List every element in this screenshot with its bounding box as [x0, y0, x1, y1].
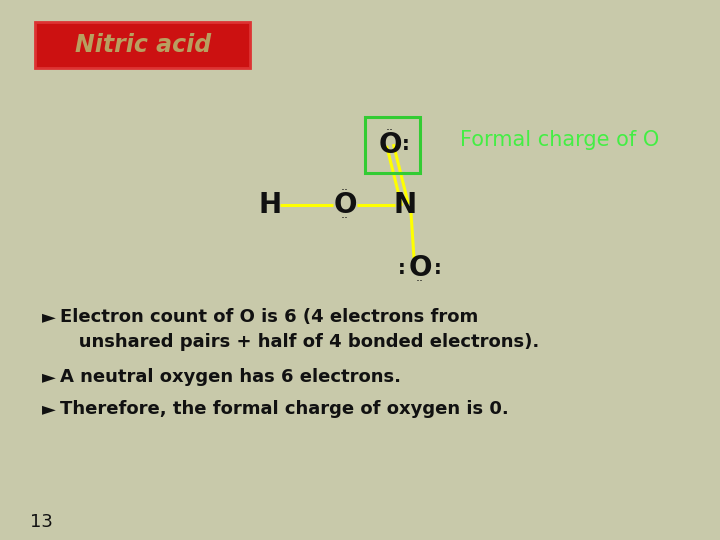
Text: N: N — [393, 191, 417, 219]
Text: Formal charge of O: Formal charge of O — [460, 130, 660, 150]
Text: O: O — [408, 254, 432, 282]
Text: ··: ·· — [341, 213, 349, 226]
Text: A neutral oxygen has 6 electrons.: A neutral oxygen has 6 electrons. — [60, 368, 401, 386]
Text: :: : — [398, 259, 406, 278]
Text: O: O — [378, 131, 402, 159]
Text: ►: ► — [42, 308, 56, 326]
Text: ··: ·· — [341, 185, 349, 198]
Text: 13: 13 — [30, 513, 53, 531]
Bar — [365, 117, 420, 173]
Text: Electron count of O is 6 (4 electrons from: Electron count of O is 6 (4 electrons fr… — [60, 308, 478, 326]
Text: :: : — [402, 136, 410, 154]
Text: Nitric acid: Nitric acid — [75, 33, 211, 57]
Text: :: : — [434, 259, 442, 278]
Bar — [35, 22, 250, 68]
Text: ►: ► — [42, 368, 56, 386]
Text: H: H — [258, 191, 282, 219]
Text: ►: ► — [42, 400, 56, 418]
Text: unshared pairs + half of 4 bonded electrons).: unshared pairs + half of 4 bonded electr… — [60, 333, 539, 351]
Text: ··: ·· — [386, 125, 394, 138]
Text: ··: ·· — [416, 275, 424, 288]
Text: O: O — [333, 191, 356, 219]
Text: Therefore, the formal charge of oxygen is 0.: Therefore, the formal charge of oxygen i… — [60, 400, 509, 418]
